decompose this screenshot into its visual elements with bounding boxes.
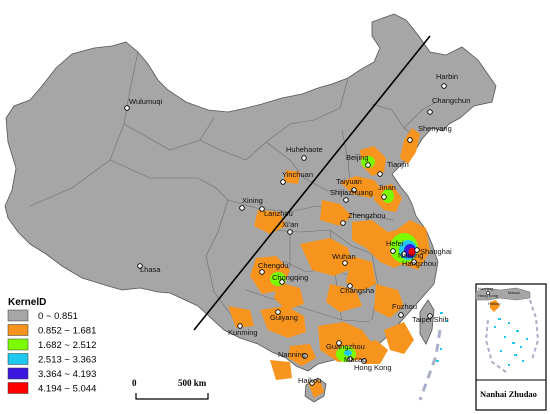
label-nanning: Nanning [278,350,306,359]
label-changchun: Changchun [432,96,470,105]
label-shanghai: Shanghai [420,247,452,256]
label-chengdu: Chengdu [258,261,288,270]
inset-label-haikou: Haikou [488,301,500,306]
legend-swatch-4 [7,353,29,365]
legend-swatch-3 [7,338,29,351]
label-guangzhou: Guangzhou [326,342,365,351]
legend-swatch-5 [7,367,29,380]
label-macao: Macao [344,355,367,364]
label-hongkong: Hong Kong [354,363,392,372]
label-xian: Xi'an [282,220,298,229]
label-wuhan: Wuhan [332,252,356,261]
scale-bar: 0 500 km [132,378,209,400]
inset-label-macao: Macao [508,290,521,295]
taiwan-island [419,299,435,345]
inset-label-nanning: Nanning [478,286,493,291]
inset-label-hongkong: Hong Kong [478,293,498,298]
label-harbin: Harbin [436,72,458,81]
label-chongqing: Chongqing [272,273,308,282]
label-yinchuan: Yinchuan [282,170,313,179]
label-lanzhou: Lanzhou [264,209,293,218]
label-tianjin: Tianjin [387,160,409,169]
density-class-2-areas [228,128,430,398]
label-shenyang: Shenyang [418,124,452,133]
legend-swatch-1 [7,309,29,322]
scale-end-label: 500 km [178,378,207,388]
legend-label-2: 0.852 ~ 1.681 [38,326,96,337]
legend-label-4: 2.513 ~ 3.363 [38,355,96,366]
label-taiyuan: Taiyuan [336,177,362,186]
scale-start-label: 0 [132,378,137,388]
label-xining: Xining [242,196,263,205]
legend-label-1: 0 ~ 0.851 [38,311,78,322]
label-jinan: Jinan [378,183,396,192]
label-taipei: Taipei Shih [412,315,449,324]
legend-swatch-6 [7,382,29,394]
legend-label-5: 3.364 ~ 4.193 [38,369,96,380]
label-hefei: Hefei [386,239,404,248]
label-guiyang: Guiyang [270,313,298,322]
label-fuzhou: Fuzhou [392,302,417,311]
legend-title: KernelD [8,297,46,308]
label-lhasa: Lhasa [140,265,161,274]
label-changsha: Changsha [340,286,375,295]
legend-label-3: 1.682 ~ 2.512 [38,340,96,351]
label-haikou: Haikou [298,376,321,385]
east-sea-islets [436,312,448,362]
legend-swatch-2 [7,324,29,336]
label-huhehaote: Huhehaote [286,145,323,154]
legend: KernelD 0 ~ 0.851 0.852 ~ 1.681 1.682 ~ 2.… [7,297,96,395]
inset-title: Nanhai Zhudao [480,389,537,399]
label-shijiazhuang: Shijiazhuang [330,188,373,197]
maritime-boundary [418,329,442,401]
hu-line [193,35,431,331]
label-beijing: Beijing [346,153,369,162]
legend-label-6: 4.194 ~ 5.044 [38,384,96,395]
city-markers [124,83,447,386]
density-class-6-areas [408,248,416,256]
label-hangzhou: Hangzhou [402,259,436,268]
label-kunming: Kunming [228,328,258,337]
south-china-sea-inset: Nanning Hong Kong Macao Haikou Nanhai Zh… [475,283,547,411]
label-nanjing: Nanjing [398,251,423,260]
city-labels: Harbin Changchun Shenyang Wulumuqi Huheh… [129,72,470,385]
label-wulumuqi: Wulumuqi [129,97,163,106]
label-zhengzhou: Zhengzhou [348,211,386,220]
